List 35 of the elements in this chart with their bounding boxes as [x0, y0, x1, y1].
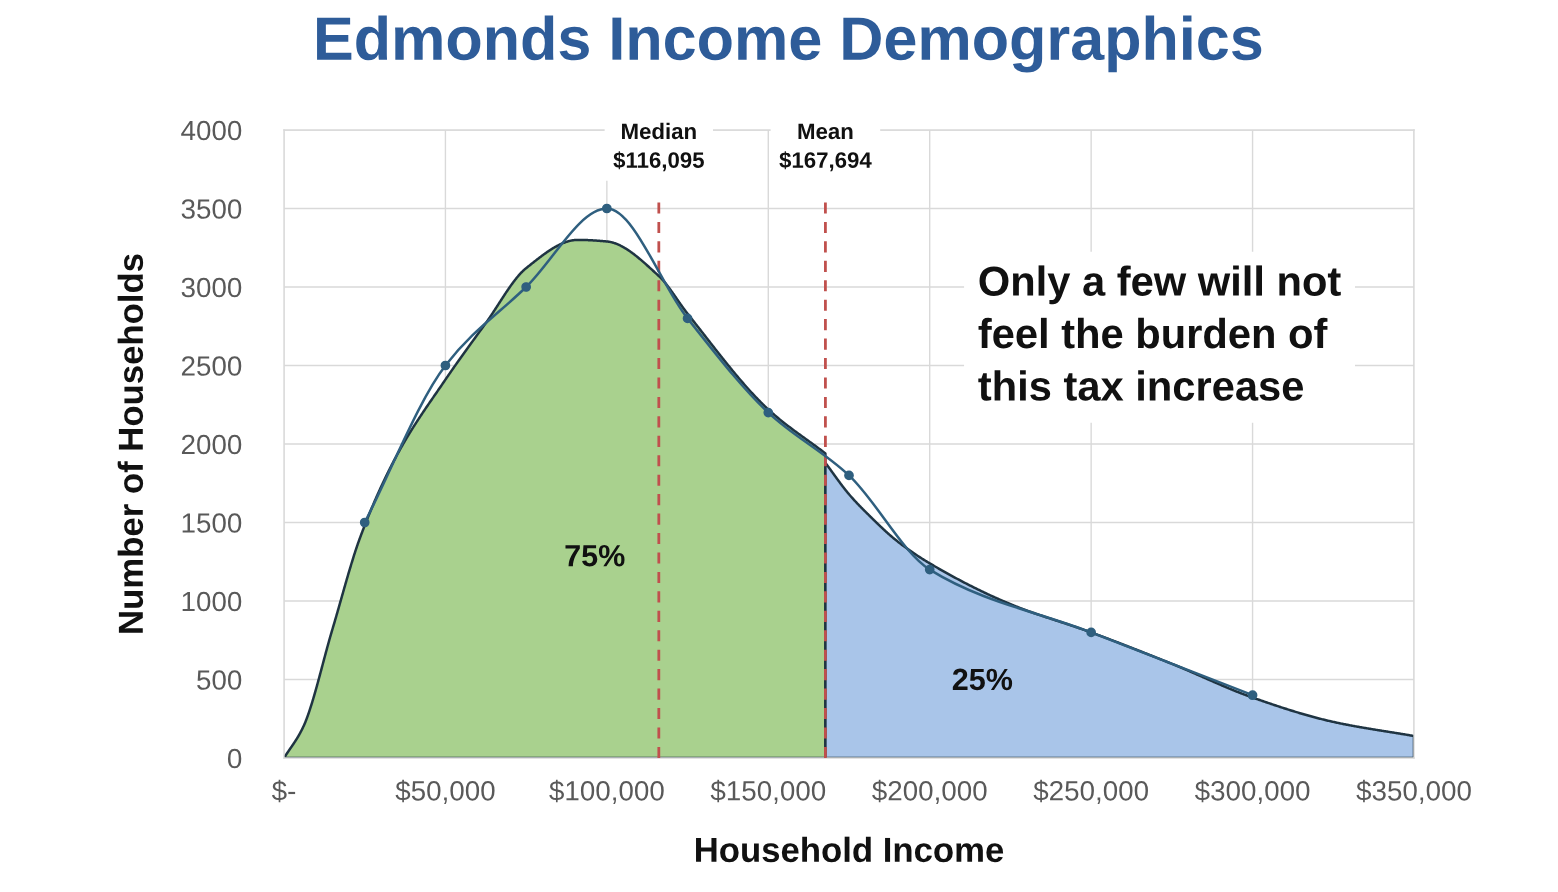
point [359, 517, 370, 528]
annotation: 75% [565, 544, 625, 567]
x-tick-label: $100,000 [549, 779, 664, 804]
annotation: 25% [952, 668, 1013, 691]
point [1086, 627, 1097, 638]
point [440, 360, 451, 371]
x-tick-label: $- [271, 779, 296, 803]
y-tick-label: 2500 [181, 356, 242, 376]
x-axis-title: Household Income [696, 836, 1004, 863]
y-tick-label: 1500 [182, 513, 242, 533]
ref-line-label: Mean $167,694 [779, 123, 872, 172]
y-tick-label: 2000 [181, 434, 242, 455]
x-tick-label: $350,000 [1356, 779, 1471, 804]
point [601, 203, 612, 214]
y-tick-label: 4000 [181, 120, 242, 141]
point [763, 407, 774, 418]
y-tick-label: 500 [197, 670, 242, 690]
ref-line-label: Median $116,095 [613, 122, 704, 172]
chart-title: Edmonds Income Demographics [317, 15, 1262, 73]
x-tick-label: $150,000 [710, 779, 826, 804]
point [1247, 690, 1258, 701]
x-tick-label: $250,000 [1033, 779, 1148, 804]
y-tick-label: 0 [227, 748, 242, 769]
x-tick-label: $200,000 [872, 779, 987, 804]
y-tick-label: 3000 [181, 277, 242, 298]
x-tick-label: $300,000 [1194, 779, 1310, 804]
point [844, 470, 854, 481]
point [682, 313, 693, 324]
y-tick-label: 1000 [182, 591, 242, 612]
y-axis-title: Number of Households [117, 254, 144, 633]
y-tick-label: 3500 [181, 199, 242, 219]
point [521, 282, 532, 292]
point [924, 564, 935, 575]
x-tick-label: $50,000 [395, 779, 495, 804]
annotation: Only a few will not feel the burden of this tax increase [978, 265, 1341, 401]
